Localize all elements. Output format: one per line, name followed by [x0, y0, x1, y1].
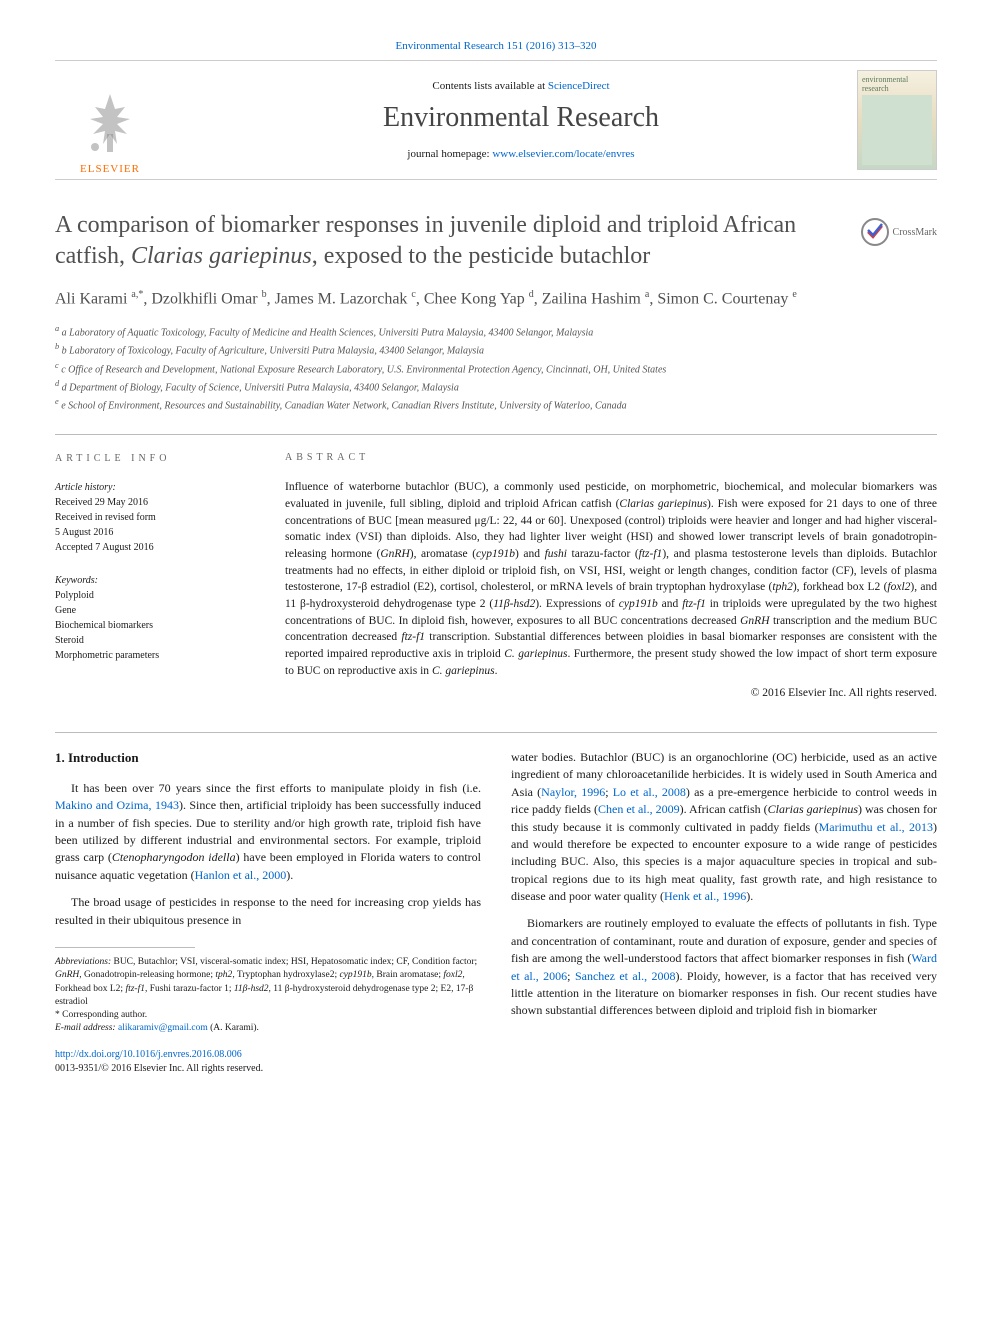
affiliation-e: e e School of Environment, Resources and…	[55, 396, 937, 413]
doi-link[interactable]: http://dx.doi.org/10.1016/j.envres.2016.…	[55, 1049, 242, 1060]
crossmark-badge[interactable]: CrossMark	[861, 218, 937, 246]
affiliation-a: a a Laboratory of Aquatic Toxicology, Fa…	[55, 323, 937, 340]
affiliation-c: c c Office of Research and Development, …	[55, 360, 937, 377]
keyword-3: Steroid	[55, 633, 255, 648]
paragraph-3: water bodies. Butachlor (BUC) is an orga…	[511, 749, 937, 906]
email-label: E-mail address:	[55, 1023, 118, 1033]
divider	[55, 732, 937, 733]
keywords-label: Keywords:	[55, 573, 255, 588]
elsevier-logo: ELSEVIER	[55, 65, 165, 175]
corresponding-author: * Corresponding author.	[55, 1009, 481, 1022]
history-revised-date: 5 August 2016	[55, 525, 255, 540]
journal-banner: ELSEVIER Contents lists available at Sci…	[55, 60, 937, 180]
author-list: Ali Karami a,*, Dzolkhifli Omar b, James…	[55, 288, 937, 311]
running-head-link[interactable]: Environmental Research 151 (2016) 313–32…	[395, 40, 596, 52]
keyword-0: Polyploid	[55, 588, 255, 603]
keyword-2: Biochemical biomarkers	[55, 618, 255, 633]
affiliation-d: d d Department of Biology, Faculty of Sc…	[55, 378, 937, 395]
abstract-column: ABSTRACT Influence of waterborne butachl…	[285, 451, 937, 702]
email-link[interactable]: alikaramiv@gmail.com	[118, 1023, 208, 1033]
paragraph-4: Biomarkers are routinely employed to eva…	[511, 915, 937, 1019]
history-accepted: Accepted 7 August 2016	[55, 540, 255, 555]
contents-prefix: Contents lists available at	[432, 80, 547, 92]
divider	[55, 434, 937, 435]
issn-line: 0013-9351/© 2016 Elsevier Inc. All right…	[55, 1063, 263, 1074]
elsevier-wordmark: ELSEVIER	[80, 163, 140, 175]
abstract-copyright: © 2016 Elsevier Inc. All rights reserved…	[285, 685, 937, 702]
cover-title: environmental research	[862, 75, 932, 93]
keywords-block: Keywords: Polyploid Gene Biochemical bio…	[55, 573, 255, 663]
journal-cover-thumb: environmental research	[857, 70, 937, 170]
keyword-1: Gene	[55, 603, 255, 618]
paragraph-2: The broad usage of pesticides in respons…	[55, 894, 481, 929]
email-suffix: (A. Karami).	[208, 1023, 259, 1033]
abbreviations: Abbreviations: BUC, Butachlor; VSI, visc…	[55, 956, 481, 1009]
email-line: E-mail address: alikaramiv@gmail.com (A.…	[55, 1022, 481, 1035]
article-title: A comparison of biomarker responses in j…	[55, 210, 835, 272]
history-revised-label: Received in revised form	[55, 510, 255, 525]
abstract-body: Influence of waterborne butachlor (BUC),…	[285, 479, 937, 679]
journal-homepage-link[interactable]: www.elsevier.com/locate/envres	[492, 148, 634, 160]
article-info-heading: ARTICLE INFO	[55, 451, 255, 466]
journal-name: Environmental Research	[185, 102, 857, 134]
affiliations: a a Laboratory of Aquatic Toxicology, Fa…	[55, 323, 937, 414]
article-history: Article history: Received 29 May 2016 Re…	[55, 480, 255, 555]
body-left-column: 1. Introduction It has been over 70 year…	[55, 749, 481, 1077]
elsevier-tree-icon	[75, 89, 145, 159]
contents-line: Contents lists available at ScienceDirec…	[185, 80, 857, 92]
doi-block: http://dx.doi.org/10.1016/j.envres.2016.…	[55, 1048, 481, 1077]
abstract-heading: ABSTRACT	[285, 451, 937, 466]
crossmark-label: CrossMark	[893, 227, 937, 238]
history-received: Received 29 May 2016	[55, 495, 255, 510]
sciencedirect-link[interactable]: ScienceDirect	[548, 80, 610, 92]
paragraph-1: It has been over 70 years since the firs…	[55, 780, 481, 884]
homepage-line: journal homepage: www.elsevier.com/locat…	[185, 148, 857, 160]
section-1-heading: 1. Introduction	[55, 749, 481, 768]
footnote-separator	[55, 947, 195, 948]
crossmark-icon	[861, 218, 889, 246]
article-info-column: ARTICLE INFO Article history: Received 2…	[55, 451, 255, 702]
cover-image-placeholder	[862, 95, 932, 165]
keyword-4: Morphometric parameters	[55, 648, 255, 663]
running-head: Environmental Research 151 (2016) 313–32…	[55, 40, 937, 52]
footnotes: Abbreviations: BUC, Butachlor; VSI, visc…	[55, 956, 481, 1036]
history-label: Article history:	[55, 480, 255, 495]
affiliation-b: b b Laboratory of Toxicology, Faculty of…	[55, 341, 937, 358]
body-right-column: water bodies. Butachlor (BUC) is an orga…	[511, 749, 937, 1077]
homepage-prefix: journal homepage:	[407, 148, 492, 160]
